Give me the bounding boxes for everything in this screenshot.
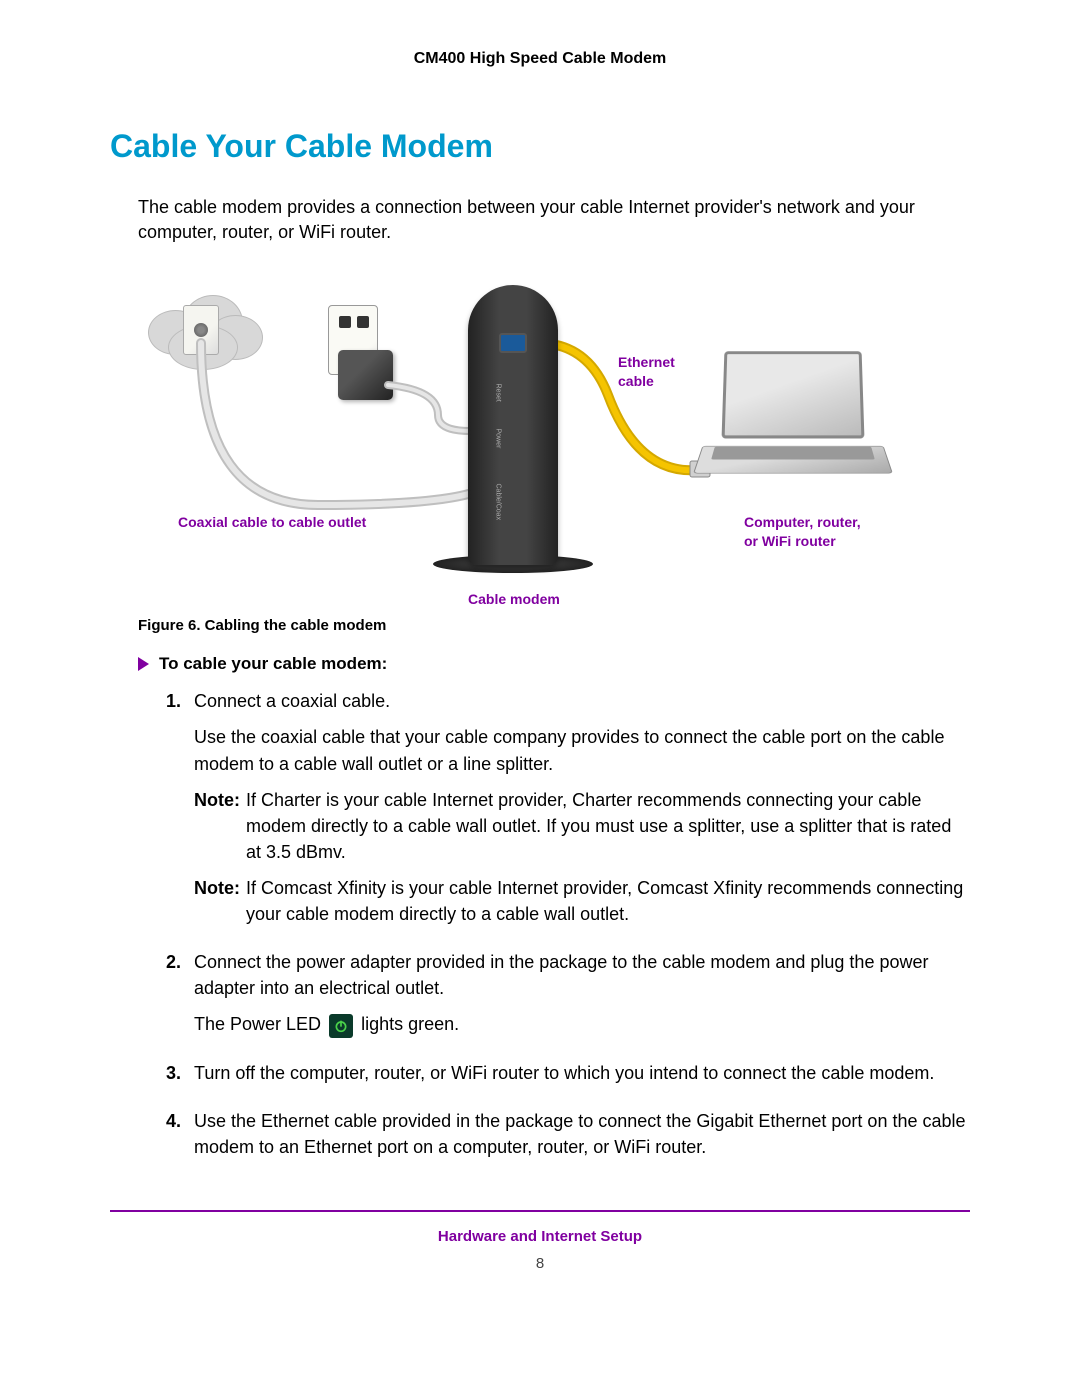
step-4: 4. Use the Ethernet cable provided in th…: [166, 1108, 970, 1170]
label-computer: Computer, router, or WiFi router: [744, 513, 864, 549]
figure-caption: Figure 6. Cabling the cable modem: [138, 617, 970, 634]
procedure-heading-text: To cable your cable modem:: [159, 654, 387, 674]
power-led-pre: The Power LED: [194, 1014, 321, 1034]
step-number: 1.: [166, 688, 188, 937]
step-lead: Connect a coaxial cable.: [194, 688, 970, 714]
step-2: 2. Connect the power adapter provided in…: [166, 949, 970, 1047]
step-number: 4.: [166, 1108, 188, 1170]
arrow-right-icon: [138, 657, 149, 671]
label-ethernet: Ethernet cable: [618, 353, 698, 389]
laptop-icon: [698, 350, 888, 485]
label-ethernet-text: Ethernet cable: [618, 354, 675, 388]
footer-section-name: Hardware and Internet Setup: [110, 1228, 970, 1245]
manual-page: CM400 High Speed Cable Modem Cable Your …: [0, 0, 1080, 1312]
cable-modem-icon: Reset Power Cable/Coax: [468, 285, 558, 565]
label-coax: Coaxial cable to cable outlet: [178, 513, 366, 531]
note-block: Note: If Comcast Xfinity is your cable I…: [194, 875, 970, 927]
procedure-heading: To cable your cable modem:: [138, 654, 970, 674]
page-footer: Hardware and Internet Setup 8: [110, 1210, 970, 1272]
note-text: If Comcast Xfinity is your cable Interne…: [246, 875, 970, 927]
procedure-block: To cable your cable modem: 1. Connect a …: [138, 654, 970, 1169]
power-led-icon: [329, 1014, 353, 1038]
step-lead: Turn off the computer, router, or WiFi r…: [194, 1060, 970, 1086]
step-number: 2.: [166, 949, 188, 1047]
label-modem: Cable modem: [468, 590, 560, 608]
label-computer-text: Computer, router, or WiFi router: [744, 514, 861, 548]
note-text: If Charter is your cable Internet provid…: [246, 787, 970, 865]
section-heading: Cable Your Cable Modem: [110, 128, 970, 165]
note-block: Note: If Charter is your cable Internet …: [194, 787, 970, 865]
power-led-post: lights green.: [361, 1014, 459, 1034]
footer-page-number: 8: [110, 1255, 970, 1272]
intro-paragraph: The cable modem provides a connection be…: [138, 195, 970, 245]
step-number: 3.: [166, 1060, 188, 1096]
cabling-diagram: Reset Power Cable/Coax Ethernet cable Co…: [138, 275, 898, 605]
step-lead: Use the Ethernet cable provided in the p…: [194, 1108, 970, 1160]
note-label: Note:: [194, 787, 240, 865]
step-detail: Use the coaxial cable that your cable co…: [194, 724, 970, 776]
page-header-title: CM400 High Speed Cable Modem: [110, 50, 970, 68]
steps-list: 1. Connect a coaxial cable. Use the coax…: [166, 688, 970, 1169]
power-led-line: The Power LED lights green.: [194, 1011, 970, 1037]
step-lead: Connect the power adapter provided in th…: [194, 949, 970, 1001]
step-1: 1. Connect a coaxial cable. Use the coax…: [166, 688, 970, 937]
note-label: Note:: [194, 875, 240, 927]
step-3: 3. Turn off the computer, router, or WiF…: [166, 1060, 970, 1096]
